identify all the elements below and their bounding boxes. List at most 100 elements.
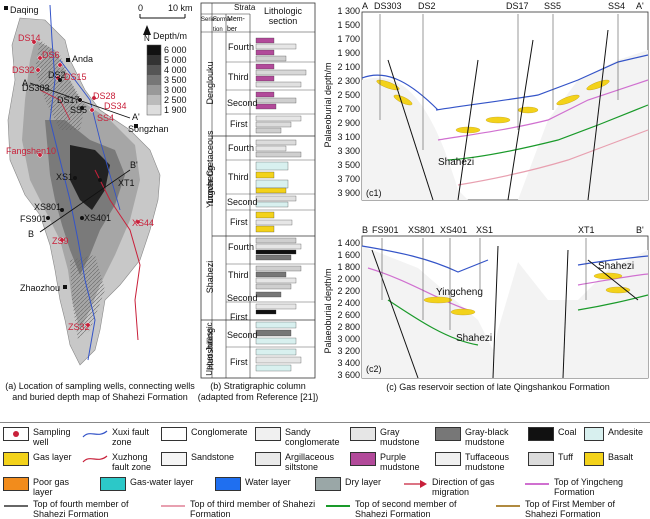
sandstone-icon: [161, 452, 187, 466]
c1-ytick: 1 900: [337, 48, 360, 58]
depth-value: 2 500: [164, 95, 187, 105]
c2-ytick: 2 400: [337, 298, 360, 308]
c2-ytick: 1 800: [337, 262, 360, 272]
c2-well-label: XS1: [476, 225, 494, 235]
well-label: ZS9: [52, 236, 69, 246]
member-label: Second: [227, 293, 258, 303]
member-label: Third: [228, 172, 249, 182]
member-label: Fourth: [228, 42, 255, 52]
depth-value: 6 000: [164, 45, 187, 55]
town-label: Zhaozhou: [20, 283, 61, 293]
formation-label: Huoshiling: [205, 327, 215, 371]
c1-ytick: 3 700: [337, 174, 360, 184]
well-label: DS2: [48, 70, 66, 80]
top-third-member-line-icon: [160, 499, 186, 513]
gas-migration-arrow-icon: [402, 477, 428, 491]
argillaceous-siltstone-icon: [255, 452, 281, 466]
c2-well-label: XS401: [440, 225, 468, 235]
well-label: Fangshen10: [6, 146, 57, 156]
gray-mudstone-icon: [350, 427, 376, 441]
c1-ytick: 2 900: [337, 118, 360, 128]
legend-item: Sandy conglomerate: [255, 427, 340, 447]
c1-well-label: DS303: [374, 1, 402, 11]
member-header: Mem-ber: [227, 16, 245, 33]
well-label: XS1: [56, 172, 74, 182]
well-label: DS6: [42, 50, 60, 60]
c1-well-label: SS4: [608, 1, 626, 11]
c1-yaxis: 1 300 1 500 1 700 1 900 2 100 2 300 2 50…: [332, 6, 360, 206]
c1-ytick: 3 300: [337, 146, 360, 156]
xuxi-fault-icon: [82, 427, 108, 441]
panel-a-map: Daqing 0 10 km N Depth/m 6 000 5 000 4 0…: [0, 0, 200, 402]
hatched-zone: [35, 40, 85, 130]
scale-ten: 10 km: [168, 3, 193, 13]
legend-item: Poor gas layer: [3, 477, 81, 497]
xuzhong-fault-icon: [82, 452, 108, 466]
well-label: DS34: [104, 101, 127, 111]
c1-tag: (c1): [366, 188, 382, 198]
legend-item: Gray-black mudstone: [435, 427, 525, 447]
legend-item: Top of third member of Shahezi Formation: [160, 499, 320, 519]
member-label: First: [230, 312, 248, 322]
depth-value: 5 000: [164, 55, 187, 65]
member-label: First: [230, 217, 248, 227]
well-label: SS5: [70, 105, 88, 115]
legend-item: Coal: [528, 427, 583, 441]
c2-formation-label: Yingcheng: [436, 287, 483, 298]
panel-a-caption: (a) Location of sampling wells, connecti…: [5, 381, 195, 402]
section-header: Lithologic section: [263, 6, 303, 26]
c1-ytick: 2 700: [337, 104, 360, 114]
tuffaceous-mudstone-icon: [435, 452, 461, 466]
legend-item: Top of First Member of Shahezi Formation: [495, 499, 650, 519]
depth-legend-ramp: [146, 44, 162, 116]
well-label: XS401: [84, 213, 112, 223]
c2-ytick: 1 400: [337, 238, 360, 248]
c1-ytick: 3 900: [337, 188, 360, 198]
poor-gas-layer-icon: [3, 477, 29, 491]
town-label: Anda: [72, 54, 94, 64]
member-label: Fourth: [228, 242, 255, 252]
c2-ytick: 3 400: [337, 358, 360, 368]
c2-formation-label: Shahezi: [598, 261, 635, 272]
legend-item: Purple mudstone: [350, 452, 430, 472]
member-label: First: [230, 357, 248, 367]
well-label: ZS32: [68, 322, 90, 332]
conglomerate-icon: [161, 427, 187, 441]
legend: Sampling well Xuxi fault zone Conglomera…: [0, 422, 650, 519]
panel-b-column: Strata Series Forma-tion Mem-ber Litholo…: [198, 2, 318, 402]
c1-well-label: A': [636, 1, 644, 11]
basalt-icon: [584, 452, 604, 466]
town-label: Songzhan: [128, 124, 169, 134]
c2-well-label: XS801: [408, 225, 436, 235]
strat-column: [200, 2, 316, 379]
series-header: Series: [201, 17, 219, 23]
c1-formation-label: Shahezi: [438, 157, 475, 168]
xuzhong-fault-zone: [94, 169, 141, 341]
legend-item: Sampling well: [3, 427, 81, 447]
gray-black-mudstone-icon: [435, 427, 461, 441]
sandy-conglomerate-icon: [255, 427, 281, 441]
legend-item: Andesite: [584, 427, 650, 441]
member-label: First: [230, 119, 248, 129]
town-label: Daqing: [10, 5, 39, 15]
section-end-label: B: [28, 229, 35, 239]
legend-item: Direction of gas migration: [402, 477, 520, 497]
well-label: DS17: [57, 95, 80, 105]
c2-ytick: 3 600: [337, 370, 360, 380]
c2-ytick: 2 600: [337, 310, 360, 320]
c1-ytick: 3 100: [337, 132, 360, 142]
lithology-bars: [255, 37, 307, 372]
well-label: DS32: [12, 65, 35, 75]
well-label: DS15: [64, 72, 87, 82]
well-label: SS4: [97, 113, 115, 123]
legend-item: Water layer: [215, 477, 315, 491]
depth-value: 3 000: [164, 85, 187, 95]
c2-well-label: FS901: [372, 225, 399, 235]
xuzhong-fault-zone-2: [39, 89, 71, 121]
c1-ytick: 1 300: [337, 6, 360, 16]
section-end-label: A': [132, 112, 140, 122]
xuxi-fault-zone-2: [59, 59, 121, 211]
c2-ytick: 3 000: [337, 334, 360, 344]
panel-c-sections: A DS303 DS2 DS17 SS5 SS4 A' 1 300 1 500 …: [318, 0, 650, 392]
panel-c-caption: (c) Gas reservoir section of late Qingsh…: [386, 382, 610, 392]
